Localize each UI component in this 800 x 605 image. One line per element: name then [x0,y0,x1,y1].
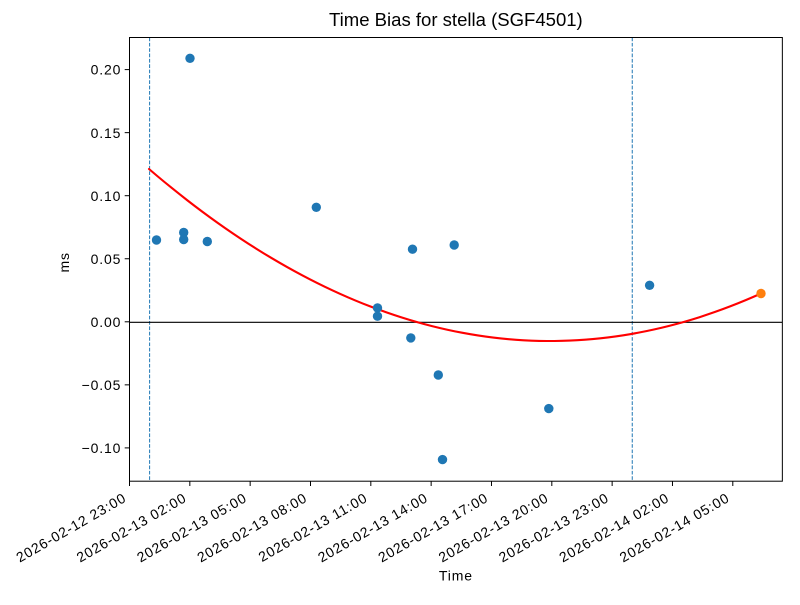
svg-text:−0.10: −0.10 [82,440,122,456]
svg-text:0.05: 0.05 [91,251,122,267]
svg-text:0.10: 0.10 [91,188,122,204]
svg-text:ms: ms [56,252,72,272]
svg-text:0.15: 0.15 [91,125,122,141]
svg-text:0.20: 0.20 [91,62,122,78]
svg-text:Time: Time [439,568,473,584]
svg-text:−0.05: −0.05 [82,377,122,393]
svg-text:0.00: 0.00 [91,314,122,330]
svg-text:Time Bias for stella (SGF4501): Time Bias for stella (SGF4501) [329,9,583,30]
